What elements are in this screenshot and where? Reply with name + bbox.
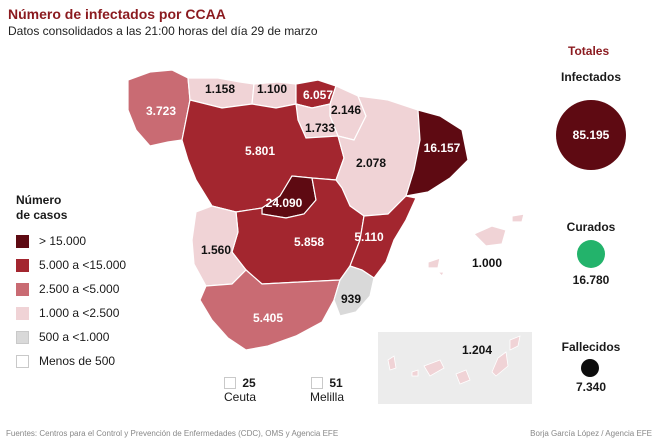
legend-item: 1.000 a <2.500 (16, 301, 126, 325)
legend-title: Número de casos (16, 193, 68, 222)
legend-swatch (16, 258, 29, 272)
legend-label: 1.000 a <2.500 (39, 306, 120, 320)
label-aragon: 2.078 (356, 156, 386, 170)
enclave-melilla: 51 Melilla (310, 376, 344, 404)
ceuta-swatch (224, 377, 237, 389)
enclave-ceuta: 25 Ceuta (224, 376, 256, 404)
label-castilla-leon: 5.801 (245, 144, 275, 158)
label-murcia: 939 (341, 292, 361, 306)
region-baleares-mallorca (472, 225, 507, 247)
region-andalucia (199, 269, 341, 351)
infected-circle (556, 100, 626, 170)
label-asturias: 1.158 (205, 82, 235, 96)
region-canarias-grancanaria (455, 369, 471, 385)
legend-label: 500 a <1.000 (39, 330, 110, 344)
deaths-value: 7.340 (575, 380, 607, 394)
label-extremadura: 1.560 (201, 243, 231, 257)
legend-item: 500 a <1.000 (16, 325, 126, 349)
legend: Número de casos > 15.000 5.000 a <15.000… (16, 193, 126, 373)
region-canarias-fuerteventura (491, 351, 509, 377)
label-navarra: 2.146 (331, 103, 361, 117)
legend-item: 2.500 a <5.000 (16, 277, 126, 301)
region-canarias-lapalma (387, 355, 397, 371)
melilla-value: 51 (329, 376, 343, 390)
region-murcia (333, 265, 375, 317)
label-andalucia: 5.405 (253, 311, 283, 325)
legend-item: > 15.000 (16, 229, 126, 253)
region-baleares-formentera (436, 271, 445, 278)
label-cantabria: 1.100 (257, 82, 287, 96)
region-canarias-gomera (411, 369, 419, 377)
legend-swatch (16, 330, 29, 344)
credit-footer: Borja García López / Agencia EFE (530, 429, 652, 438)
deaths-circle (581, 359, 599, 377)
healed-circle (577, 240, 605, 268)
label-galicia: 3.723 (146, 104, 176, 118)
legend-label: Menos de 500 (39, 354, 116, 368)
label-valencia: 5.110 (354, 230, 384, 244)
legend-swatch (16, 306, 29, 320)
melilla-swatch (311, 377, 324, 389)
legend-swatch (16, 282, 29, 296)
region-baleares-ibiza (427, 257, 441, 269)
label-pais-vasco: 6.057 (303, 88, 333, 102)
label-cataluna: 16.157 (424, 141, 461, 155)
label-madrid: 24.090 (266, 196, 303, 210)
deaths-label: Fallecidos (561, 340, 621, 354)
legend-swatch (16, 354, 29, 368)
sources-footer: Fuentes: Centros para el Control y Preve… (6, 429, 339, 438)
healed-label: Curados (566, 220, 616, 234)
region-canarias-lanzarote (509, 335, 521, 351)
ceuta-label: Ceuta (224, 390, 257, 404)
canarias-inset-frame (378, 332, 532, 404)
legend-swatch (16, 234, 29, 248)
region-canarias-tenerife (423, 359, 445, 377)
ceuta-value: 25 (242, 376, 256, 390)
infected-label: Infectados (560, 70, 621, 84)
map-subtitle: Datos consolidados a las 21:00 horas del… (8, 24, 318, 38)
legend-label: > 15.000 (39, 234, 87, 248)
legend-label: 5.000 a <15.000 (39, 258, 127, 272)
label-canarias: 1.204 (462, 343, 492, 357)
label-castilla-mancha: 5.858 (294, 235, 324, 249)
healed-value: 16.780 (572, 273, 610, 287)
melilla-label: Melilla (310, 390, 345, 404)
legend-item: 5.000 a <15.000 (16, 253, 126, 277)
legend-item: Menos de 500 (16, 349, 126, 373)
legend-label: 2.500 a <5.000 (39, 282, 120, 296)
infected-value: 85.195 (572, 128, 610, 142)
region-cataluna (405, 109, 469, 197)
label-la-rioja: 1.733 (305, 121, 335, 135)
region-baleares-menorca (511, 213, 525, 223)
map-title: Número de infectados por CCAA (8, 6, 226, 22)
totals-header: Totales (568, 44, 610, 58)
label-baleares: 1.000 (472, 256, 502, 270)
